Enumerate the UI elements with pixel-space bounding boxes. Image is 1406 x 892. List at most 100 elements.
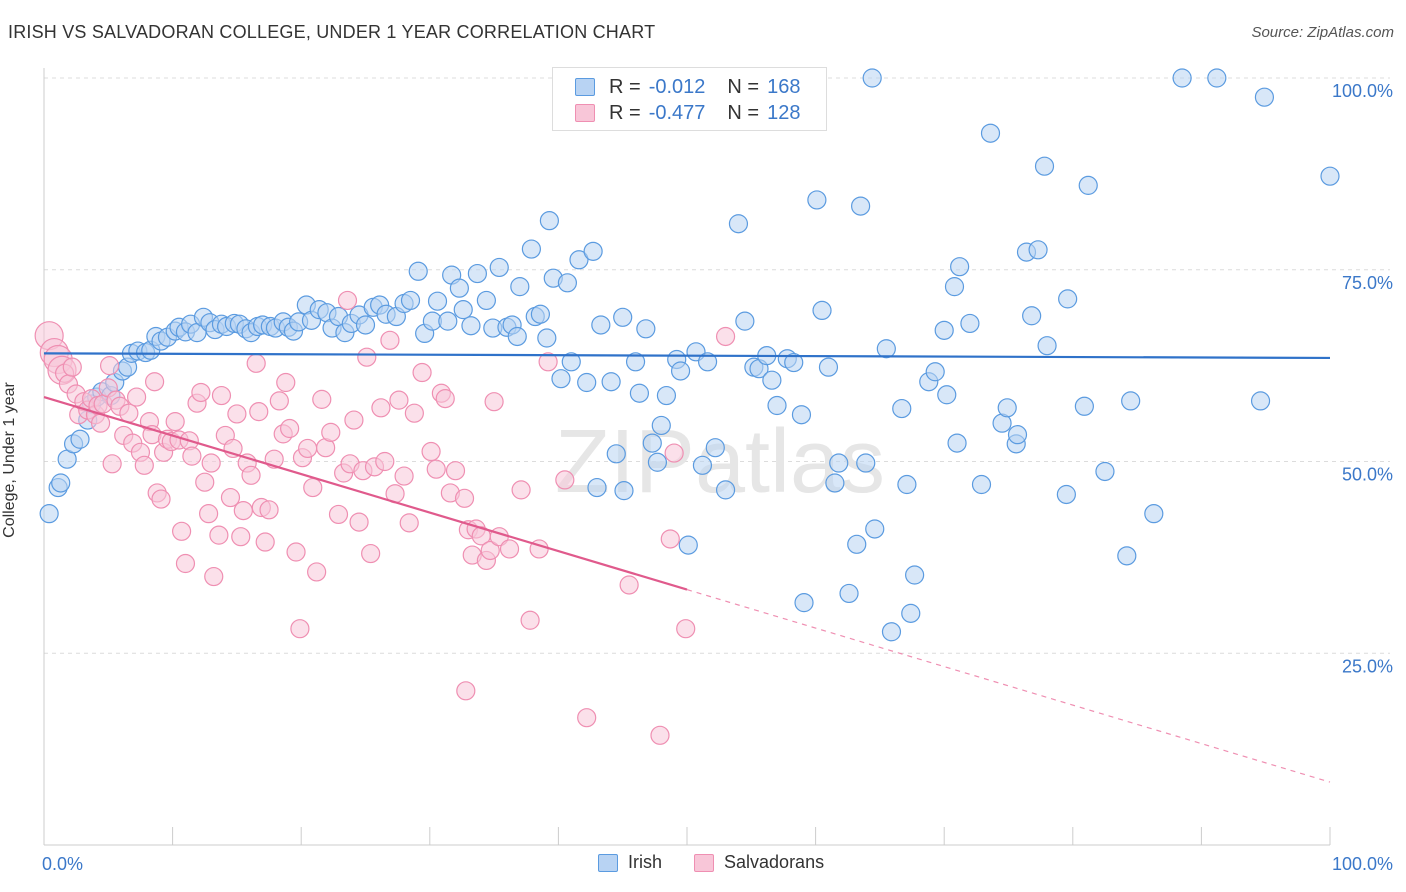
data-point bbox=[70, 429, 90, 449]
data-point bbox=[399, 513, 419, 533]
data-point bbox=[204, 566, 224, 587]
x-tick-label: 100.0% bbox=[1332, 854, 1393, 874]
data-point bbox=[1095, 461, 1115, 482]
data-point bbox=[818, 357, 839, 377]
legend-n-label: N = bbox=[727, 75, 760, 98]
data-point bbox=[249, 402, 269, 422]
axes bbox=[43, 68, 1331, 846]
data-point bbox=[182, 446, 202, 466]
data-point bbox=[290, 619, 310, 639]
data-point bbox=[357, 347, 377, 367]
data-point bbox=[539, 211, 559, 231]
data-point bbox=[647, 452, 668, 472]
data-points bbox=[34, 68, 1340, 745]
data-point bbox=[199, 504, 219, 524]
data-point bbox=[865, 519, 885, 539]
data-point bbox=[650, 725, 670, 745]
data-point bbox=[551, 369, 571, 389]
data-point bbox=[286, 542, 306, 562]
data-point bbox=[538, 352, 558, 372]
data-point bbox=[499, 539, 520, 559]
data-point bbox=[851, 196, 871, 216]
legend-stats: R = -0.012 N = 168 R = -0.477 N = 128 bbox=[552, 67, 827, 131]
legend-label-irish: Irish bbox=[628, 852, 663, 872]
data-point bbox=[794, 593, 814, 613]
data-point bbox=[467, 263, 487, 284]
data-point bbox=[862, 68, 882, 88]
data-point bbox=[537, 328, 557, 348]
legend-r-value: -0.477 bbox=[648, 101, 706, 124]
y-tick-label: 25.0% bbox=[1342, 656, 1393, 676]
data-point bbox=[656, 385, 677, 406]
data-point bbox=[1034, 156, 1055, 176]
data-point bbox=[426, 459, 446, 479]
data-point bbox=[807, 190, 827, 210]
data-point bbox=[126, 387, 147, 407]
data-point bbox=[521, 239, 541, 259]
data-point bbox=[950, 257, 970, 277]
data-point bbox=[762, 370, 782, 390]
data-point bbox=[269, 391, 289, 411]
source-label: Source: ZipAtlas.com bbox=[1251, 24, 1394, 41]
data-point bbox=[767, 395, 787, 416]
data-point bbox=[829, 453, 849, 473]
data-point bbox=[454, 488, 475, 508]
data-point bbox=[51, 473, 71, 493]
data-point bbox=[445, 461, 466, 481]
data-point bbox=[355, 315, 376, 335]
data-point bbox=[670, 361, 691, 381]
data-point bbox=[255, 532, 275, 552]
legend-swatch-irish bbox=[598, 853, 618, 872]
data-point bbox=[344, 410, 364, 430]
legend-item-irish[interactable]: Irish bbox=[598, 852, 662, 873]
data-point bbox=[577, 372, 597, 393]
data-point bbox=[905, 565, 925, 585]
data-point bbox=[394, 466, 414, 486]
data-point bbox=[231, 527, 251, 547]
chart-title: IRISH VS SALVADORAN COLLEGE, UNDER 1 YEA… bbox=[8, 22, 656, 42]
y-tick-label: 100.0% bbox=[1332, 81, 1393, 101]
data-point bbox=[435, 389, 455, 409]
data-point bbox=[246, 353, 266, 373]
data-point bbox=[642, 433, 662, 453]
data-point bbox=[280, 418, 300, 439]
data-point bbox=[427, 291, 448, 311]
data-point bbox=[619, 575, 639, 595]
data-point bbox=[511, 480, 531, 500]
data-point bbox=[1117, 546, 1137, 566]
data-point bbox=[1144, 504, 1164, 524]
data-point bbox=[614, 481, 634, 501]
data-point bbox=[660, 529, 680, 549]
data-point bbox=[1058, 289, 1078, 309]
data-point bbox=[134, 455, 154, 475]
data-point bbox=[629, 383, 650, 403]
data-point bbox=[1074, 396, 1094, 416]
data-point bbox=[456, 681, 476, 701]
data-point bbox=[371, 398, 391, 418]
data-point bbox=[201, 453, 221, 473]
legend-swatch-salvadorans bbox=[575, 104, 595, 122]
data-point bbox=[195, 472, 215, 492]
data-point bbox=[944, 277, 965, 297]
data-point bbox=[557, 273, 578, 293]
data-point bbox=[1207, 68, 1227, 88]
data-point bbox=[151, 489, 171, 509]
data-point bbox=[735, 311, 755, 331]
data-point bbox=[728, 214, 749, 234]
data-point bbox=[1320, 166, 1340, 186]
data-point bbox=[1250, 391, 1271, 411]
legend-label-salvadorans: Salvadorans bbox=[724, 852, 825, 872]
legend-swatch-salvadorans bbox=[694, 853, 715, 872]
data-point bbox=[102, 454, 122, 474]
data-point bbox=[99, 356, 120, 376]
data-point bbox=[705, 438, 725, 458]
data-point bbox=[636, 319, 656, 339]
data-point bbox=[211, 385, 232, 406]
data-point bbox=[591, 315, 611, 335]
data-point bbox=[1172, 68, 1192, 88]
data-point bbox=[400, 290, 421, 311]
legend-item-salvadorans[interactable]: Salvadorans bbox=[694, 852, 824, 873]
data-point bbox=[561, 352, 581, 372]
data-point bbox=[791, 405, 812, 425]
